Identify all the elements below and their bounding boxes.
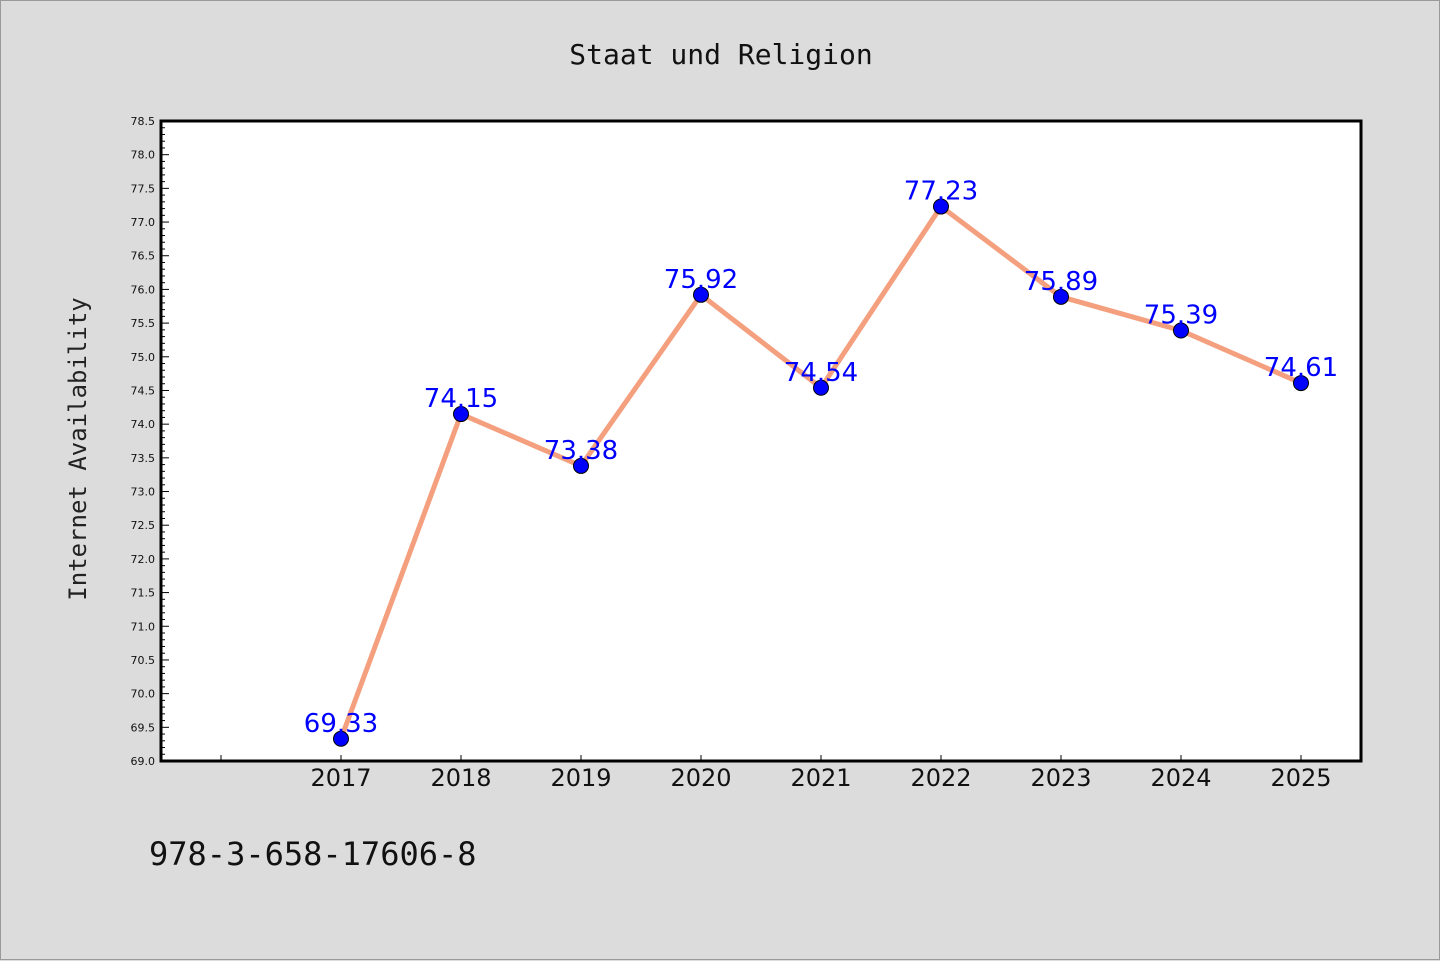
data-point bbox=[933, 198, 949, 215]
data-point bbox=[693, 286, 709, 303]
data-label: 69.33 bbox=[304, 709, 378, 739]
x-tick-label: 2019 bbox=[550, 764, 611, 792]
plot-area bbox=[159, 119, 1363, 763]
x-tick-label: 2017 bbox=[310, 764, 371, 792]
data-point bbox=[1173, 322, 1189, 339]
y-tick-label: 74.0 bbox=[131, 418, 156, 431]
y-tick-label: 70.0 bbox=[131, 688, 156, 701]
y-tick-label: 72.0 bbox=[131, 553, 156, 566]
y-tick-label: 78.0 bbox=[131, 149, 156, 162]
y-tick-label: 78.5 bbox=[131, 115, 156, 128]
y-axis: 69.0 69.5 70.0 70.5 71.0 71.5 72.0 72.5 73.0 73.5… bbox=[131, 115, 169, 768]
y-tick-label: 70.5 bbox=[131, 654, 156, 667]
data-label: 73.38 bbox=[544, 436, 618, 466]
data-point bbox=[573, 457, 589, 474]
data-label: 75.39 bbox=[1144, 301, 1218, 331]
y-tick-label: 73.5 bbox=[131, 452, 156, 465]
series-layer bbox=[333, 198, 1309, 747]
y-tick-label: 77.0 bbox=[131, 216, 156, 229]
y-tick-label: 75.0 bbox=[131, 351, 156, 364]
data-labels: 69.33 74.15 73.38 75.92 74.54 77.23 75.89 75.39… bbox=[304, 177, 1338, 739]
x-tick-label: 2020 bbox=[670, 764, 731, 792]
data-label: 74.15 bbox=[424, 384, 498, 414]
data-point bbox=[1053, 288, 1069, 305]
chart-title: Staat und Religion bbox=[569, 38, 872, 71]
y-tick-label: 75.5 bbox=[131, 317, 156, 330]
y-tick-label: 74.5 bbox=[131, 384, 156, 397]
data-point bbox=[333, 730, 349, 747]
y-tick-label: 72.5 bbox=[131, 519, 156, 532]
data-point bbox=[1293, 375, 1309, 392]
data-label: 75.89 bbox=[1024, 267, 1098, 297]
data-label: 74.61 bbox=[1264, 353, 1338, 383]
x-axis: 2017 2018 2019 2020 2021 2022 2023 2024 2025 bbox=[220, 755, 1332, 792]
y-tick-label: 69.5 bbox=[131, 721, 156, 734]
y-tick-label: 76.5 bbox=[131, 250, 156, 263]
data-point bbox=[813, 379, 829, 396]
x-tick-label: 2018 bbox=[430, 764, 491, 792]
y-tick-label: 69.0 bbox=[131, 755, 156, 768]
y-tick-label: 76.0 bbox=[131, 283, 156, 296]
y-tick-label: 71.5 bbox=[131, 587, 156, 600]
x-tick-label: 2025 bbox=[1270, 764, 1331, 792]
y-tick-label: 71.0 bbox=[131, 620, 156, 633]
data-label: 77.23 bbox=[904, 177, 978, 207]
data-label: 75.92 bbox=[664, 265, 738, 295]
x-tick-label: 2024 bbox=[1150, 764, 1211, 792]
x-tick-label: 2023 bbox=[1030, 764, 1091, 792]
y-tick-label: 73.0 bbox=[131, 486, 156, 499]
y-tick-label: 77.5 bbox=[131, 182, 156, 195]
footnote: 978-3-658-17606-8 bbox=[149, 835, 477, 873]
data-label: 74.54 bbox=[784, 358, 858, 388]
y-axis-label: Internet Availability bbox=[64, 297, 92, 600]
x-tick-label: 2022 bbox=[910, 764, 971, 792]
x-tick-label: 2021 bbox=[790, 764, 851, 792]
data-point bbox=[453, 406, 469, 423]
